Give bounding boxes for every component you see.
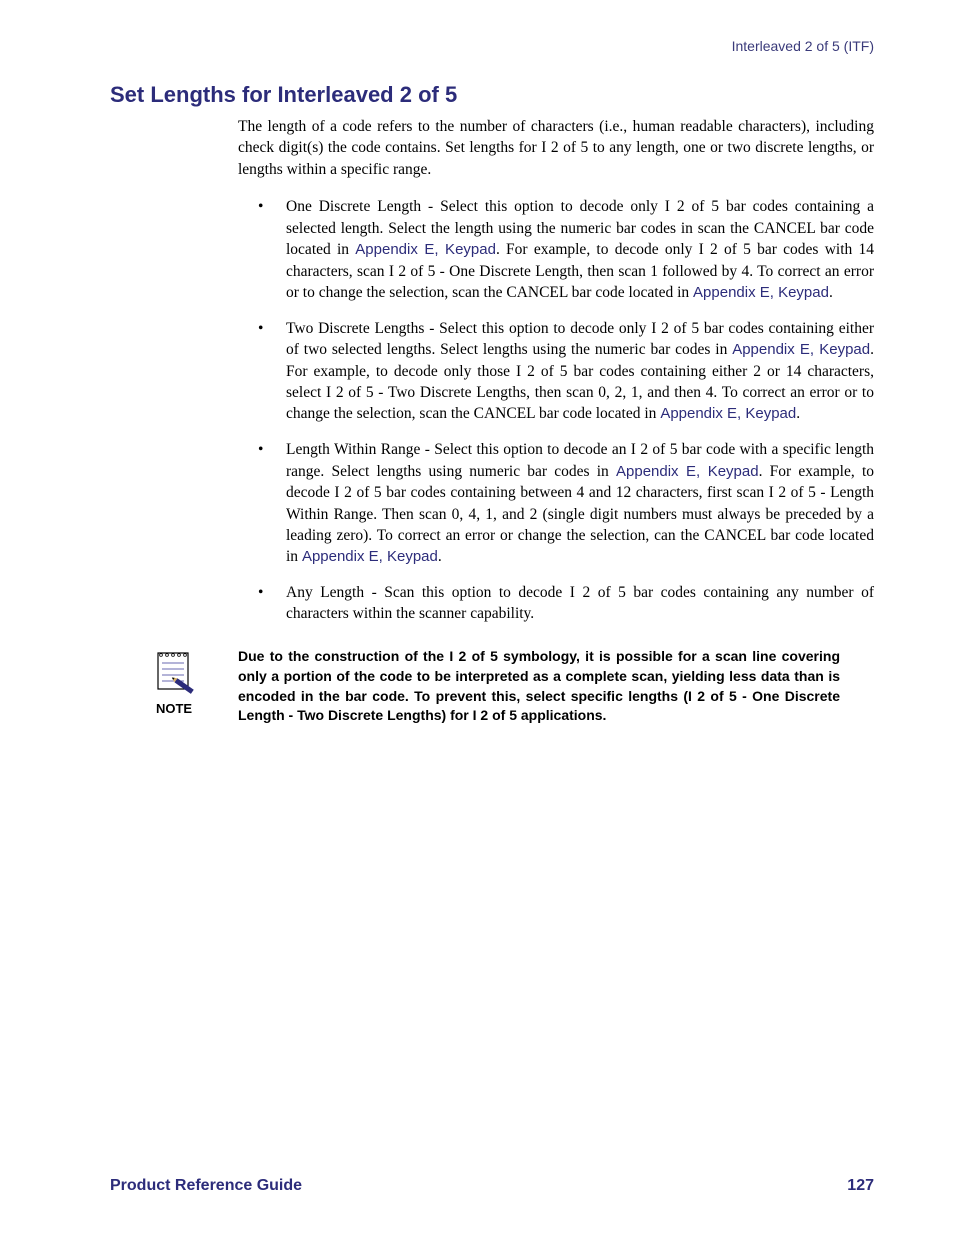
xref-link[interactable]: Appendix E, Keypad [355,241,496,258]
note-block: NOTE Due to the construction of the I 2 … [110,647,874,727]
page: Interleaved 2 of 5 (ITF) Set Lengths for… [0,0,954,1235]
xref-link[interactable]: Appendix E, Keypad [693,284,829,301]
bullet-text: . [829,284,833,301]
bullet-text: Any Length - Scan this option to decode … [286,584,874,622]
bullet-text: . [438,548,442,565]
note-text: Due to the construction of the I 2 of 5 … [238,647,874,727]
page-number: 127 [847,1177,874,1195]
note-label: NOTE [156,701,192,716]
bullet-list: One Discrete Length - Select this option… [258,196,874,625]
xref-link[interactable]: Appendix E, Keypad [660,405,796,422]
note-icon-column: NOTE [110,647,238,716]
page-footer: Product Reference Guide 127 [110,1177,874,1195]
running-header: Interleaved 2 of 5 (ITF) [110,38,874,54]
list-item: Any Length - Scan this option to decode … [258,582,874,625]
xref-link[interactable]: Appendix E, Keypad [302,548,438,565]
list-item: One Discrete Length - Select this option… [258,196,874,304]
bullet-text: . [796,405,800,422]
xref-link[interactable]: Appendix E, Keypad [732,341,870,358]
notepad-icon [152,649,196,695]
list-item: Length Within Range - Select this option… [258,439,874,568]
xref-link[interactable]: Appendix E, Keypad [616,463,759,480]
intro-paragraph: The length of a code refers to the numbe… [238,116,874,180]
footer-title: Product Reference Guide [110,1177,302,1195]
list-item: Two Discrete Lengths - Select this optio… [258,318,874,426]
section-heading: Set Lengths for Interleaved 2 of 5 [110,82,874,108]
